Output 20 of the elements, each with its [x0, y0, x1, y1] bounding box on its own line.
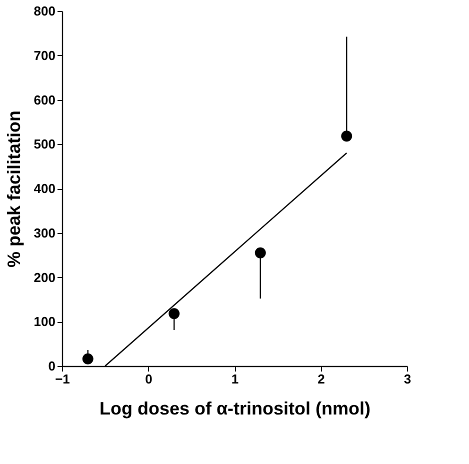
y-tick-label: 500 [34, 136, 56, 152]
point [254, 247, 266, 258]
y-tick-label: 800 [34, 4, 56, 18]
x-axis-title: Log doses of α-trinositol (nmol) [99, 398, 371, 418]
point [168, 308, 180, 320]
y-tick-label: 200 [34, 270, 56, 285]
x-tick-label: −1 [55, 372, 70, 386]
y-tick-label: 300 [34, 225, 56, 240]
y-axis-title: % peak facilitation [4, 110, 24, 268]
point [82, 353, 94, 364]
y-tick-label: 0 [48, 358, 56, 374]
x-tick-label: 0 [145, 372, 152, 386]
x-tick-label: 1 [231, 372, 239, 386]
y-tick-label: 700 [34, 48, 56, 63]
y-tick-label: 100 [34, 314, 56, 330]
point [341, 130, 352, 142]
x-tick-label: 3 [404, 372, 412, 386]
y-tick-label: 600 [34, 92, 56, 108]
y-tick-label: 400 [34, 181, 56, 196]
x-tick-label: 2 [318, 372, 325, 386]
